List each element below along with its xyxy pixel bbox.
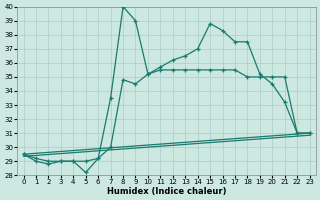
X-axis label: Humidex (Indice chaleur): Humidex (Indice chaleur) xyxy=(107,187,226,196)
